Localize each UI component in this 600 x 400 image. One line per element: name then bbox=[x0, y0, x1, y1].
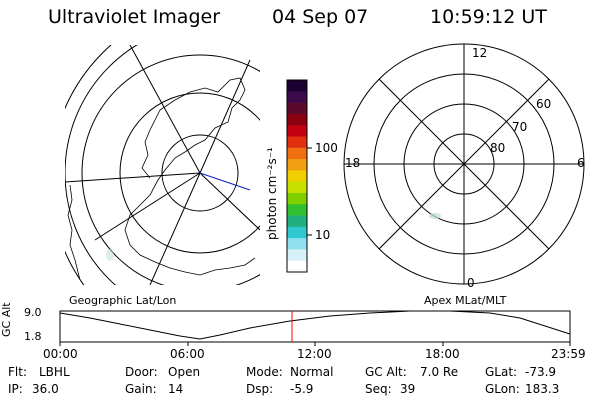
flt-value: LBHL bbox=[39, 365, 70, 379]
dsp-value: -5.9 bbox=[290, 382, 314, 396]
mode-value: Normal bbox=[290, 365, 334, 379]
colorbar-segment bbox=[287, 181, 307, 194]
ip-value: 36.0 bbox=[32, 382, 59, 396]
colorbar-segment bbox=[287, 91, 307, 104]
colorbar-tick-10: 10 bbox=[315, 228, 331, 242]
seq-label: Seq: bbox=[365, 382, 392, 396]
aurora-emission bbox=[106, 249, 114, 261]
apex-panel-label: Apex MLat/MLT bbox=[424, 294, 507, 307]
date-readout: 04 Sep 07 bbox=[272, 6, 369, 28]
colorbar-segment bbox=[287, 204, 307, 217]
door-value: Open bbox=[168, 365, 201, 379]
colorbar-segment bbox=[287, 113, 307, 126]
geographic-panel-label: Geographic Lat/Lon bbox=[69, 294, 177, 307]
colorbar-segment bbox=[287, 215, 307, 228]
gain-label: Gain: bbox=[125, 382, 157, 396]
colorbar bbox=[287, 80, 307, 273]
x-tick-2359: 23:59 bbox=[551, 347, 586, 361]
glat-value: -73.9 bbox=[525, 365, 557, 379]
colorbar-segment bbox=[287, 249, 307, 262]
x-tick-0000: 00:00 bbox=[43, 347, 78, 361]
colorbar-segment bbox=[287, 102, 307, 115]
gain-value: 14 bbox=[168, 382, 184, 396]
mlt-label-12: 12 bbox=[472, 46, 488, 60]
mlt-label-0: 0 bbox=[467, 276, 475, 290]
colorbar-segment bbox=[287, 136, 307, 149]
colorbar-segment bbox=[287, 159, 307, 171]
dsp-label: Dsp: bbox=[246, 382, 274, 396]
door-label: Door: bbox=[125, 365, 158, 379]
flt-label: Flt: bbox=[8, 365, 27, 379]
altitude-ylabel: GC Alt bbox=[0, 302, 13, 337]
x-tick-0600: 06:00 bbox=[170, 347, 205, 361]
gcalt-label: GC Alt: bbox=[365, 365, 407, 379]
colorbar-tick-100: 100 bbox=[315, 141, 338, 155]
colorbar-segment bbox=[287, 170, 307, 183]
mode-label: Mode: bbox=[246, 365, 283, 379]
colorbar-segment bbox=[287, 147, 307, 160]
glon-value: 183.3 bbox=[525, 382, 560, 396]
x-tick-1800: 18:00 bbox=[425, 347, 460, 361]
colorbar-segment bbox=[287, 226, 307, 239]
magnetic-polar-plot bbox=[343, 43, 585, 285]
mlat-label-70: 70 bbox=[512, 120, 528, 134]
colorbar-segment bbox=[287, 125, 307, 137]
altitude-ytick-high: 9.0 bbox=[24, 306, 42, 319]
time-readout: 10:59:12 UT bbox=[430, 6, 547, 28]
geographic-map bbox=[65, 45, 260, 285]
glon-label: GLon: bbox=[485, 382, 520, 396]
x-tick-1200: 12:00 bbox=[297, 347, 332, 361]
colorbar-label: photon cm⁻²s⁻¹ bbox=[265, 147, 279, 240]
glat-label: GLat: bbox=[485, 365, 518, 379]
colorbar-segment bbox=[287, 80, 307, 92]
mlat-label-60: 60 bbox=[536, 97, 552, 111]
mlt-label-6: 6 bbox=[577, 156, 585, 170]
altitude-ytick-low: 1.8 bbox=[24, 330, 42, 343]
app-title: Ultraviolet Imager bbox=[48, 6, 221, 28]
seq-value: 39 bbox=[400, 382, 416, 396]
colorbar-segment bbox=[287, 192, 307, 205]
mlat-label-80: 80 bbox=[490, 141, 506, 155]
colorbar-segment bbox=[287, 260, 307, 273]
mlt-label-18: 18 bbox=[345, 156, 361, 170]
ip-label: IP: bbox=[8, 382, 23, 396]
gcalt-value: 7.0 Re bbox=[420, 365, 459, 379]
colorbar-segment bbox=[287, 238, 307, 250]
aurora-emission bbox=[429, 213, 441, 219]
altitude-plot bbox=[59, 310, 571, 346]
